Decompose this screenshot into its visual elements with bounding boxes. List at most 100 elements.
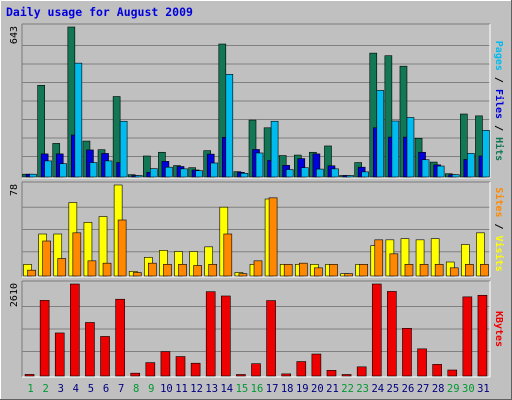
x-tick-label-day-18: 18 bbox=[281, 383, 294, 395]
bar-pages-day-31 bbox=[482, 130, 490, 178]
x-tick-label-day-22: 22 bbox=[341, 383, 354, 395]
bar-sites-day-31 bbox=[480, 264, 489, 277]
bar-sites-day-12 bbox=[193, 265, 202, 277]
bar-pages-day-1 bbox=[29, 173, 37, 178]
bar-kbytes-day-16 bbox=[251, 363, 261, 377]
x-tick-label-day-31: 31 bbox=[477, 383, 490, 395]
x-tick-label-day-14: 14 bbox=[220, 383, 233, 395]
x-tick-label-day-20: 20 bbox=[311, 383, 324, 395]
bar-sites-day-28 bbox=[434, 264, 444, 277]
bar-sites-day-22 bbox=[344, 273, 353, 277]
x-tick-label-day-16: 16 bbox=[251, 383, 264, 395]
bar-sites-day-7 bbox=[117, 219, 127, 277]
y-axis-label-part: / bbox=[493, 217, 504, 235]
bar-sites-day-9 bbox=[148, 262, 157, 277]
bar-pages-day-6 bbox=[104, 160, 113, 178]
bar-kbytes-day-12 bbox=[190, 362, 201, 377]
bar-kbytes-day-13 bbox=[205, 291, 216, 377]
series-sites bbox=[27, 197, 489, 277]
bar-sites-day-17 bbox=[268, 197, 278, 277]
bar-kbytes-day-18 bbox=[281, 373, 291, 377]
bar-kbytes-day-25 bbox=[387, 291, 397, 377]
bar-kbytes-day-22 bbox=[341, 374, 352, 377]
bar-kbytes-day-30 bbox=[462, 296, 473, 377]
chart-title: Daily usage for August 2009 bbox=[6, 5, 193, 19]
chart-panels: 643 Pages / Files / Hits 78 Sites / Visits 2… bbox=[9, 23, 505, 378]
x-tick-label-day-13: 13 bbox=[205, 383, 218, 395]
bar-pages-day-11 bbox=[180, 168, 188, 178]
y-axis-label-part: Files bbox=[493, 89, 505, 119]
bar-sites-day-24 bbox=[374, 239, 384, 277]
bar-pages-day-19 bbox=[300, 167, 309, 178]
bar-kbytes-day-27 bbox=[417, 348, 427, 377]
bar-sites-day-16 bbox=[253, 260, 263, 277]
bar-pages-day-4 bbox=[74, 62, 83, 178]
y-axis-label-part: Visits bbox=[493, 236, 505, 272]
bar-sites-day-20 bbox=[314, 267, 323, 277]
bar-pages-day-28 bbox=[436, 165, 445, 178]
x-tick-label-day-29: 29 bbox=[447, 383, 460, 395]
bar-kbytes-day-2 bbox=[39, 300, 50, 377]
y-axis-label: Sites / Visits bbox=[493, 187, 505, 271]
bar-kbytes-day-7 bbox=[115, 298, 125, 377]
bar-pages-day-27 bbox=[421, 159, 430, 178]
panel-visits: 78 Sites / Visits bbox=[9, 181, 505, 278]
bar-kbytes-day-21 bbox=[326, 370, 337, 377]
bar-sites-day-4 bbox=[72, 232, 82, 277]
bar-pages-day-17 bbox=[270, 120, 279, 178]
bar-kbytes-day-3 bbox=[54, 332, 65, 377]
bar-pages-day-25 bbox=[391, 120, 400, 178]
x-tick-label-day-8: 8 bbox=[133, 383, 139, 395]
x-tick-label-day-11: 11 bbox=[175, 383, 188, 395]
x-tick-label-day-27: 27 bbox=[417, 383, 430, 395]
bar-kbytes-day-15 bbox=[236, 374, 246, 377]
bar-pages-day-22 bbox=[346, 175, 354, 178]
x-tick-label-day-19: 19 bbox=[296, 383, 309, 395]
bar-pages-day-2 bbox=[44, 160, 52, 178]
x-tick-label-day-28: 28 bbox=[432, 383, 445, 395]
bar-sites-day-23 bbox=[359, 264, 368, 277]
y-axis-label: Pages / Files / Hits bbox=[493, 41, 505, 161]
x-tick-label-day-3: 3 bbox=[58, 383, 64, 395]
x-tick-label-day-17: 17 bbox=[266, 383, 279, 395]
bar-kbytes-day-10 bbox=[160, 351, 171, 377]
bar-kbytes-day-4 bbox=[70, 283, 80, 377]
panel-hits: 643 Pages / Files / Hits bbox=[9, 23, 505, 179]
x-tick-label-day-6: 6 bbox=[103, 383, 109, 395]
bar-sites-day-11 bbox=[178, 264, 187, 277]
bar-sites-day-14 bbox=[223, 233, 233, 277]
y-axis-label-part: KBytes bbox=[493, 311, 504, 347]
series-pages bbox=[29, 62, 490, 178]
y-axis-label-part: Hits bbox=[493, 137, 505, 161]
bar-kbytes-day-19 bbox=[296, 361, 307, 377]
bar-pages-day-24 bbox=[376, 90, 385, 178]
bar-sites-day-19 bbox=[298, 262, 308, 277]
bar-sites-day-8 bbox=[132, 272, 142, 277]
x-tick-label-day-30: 30 bbox=[462, 383, 475, 395]
bar-kbytes-day-9 bbox=[145, 362, 156, 377]
bar-sites-day-13 bbox=[208, 264, 218, 277]
x-tick-label-day-2: 2 bbox=[42, 383, 48, 395]
bar-kbytes-day-28 bbox=[432, 364, 442, 377]
y-axis-label-part: Pages bbox=[493, 41, 504, 71]
y-max-label: 643 bbox=[9, 26, 20, 44]
bar-kbytes-day-1 bbox=[24, 374, 35, 377]
bar-sites-day-10 bbox=[163, 264, 172, 277]
bar-pages-day-10 bbox=[165, 166, 173, 178]
y-max-label: 78 bbox=[9, 184, 20, 196]
bar-pages-day-12 bbox=[195, 170, 203, 178]
bar-kbytes-day-29 bbox=[447, 369, 458, 377]
y-axis-label-part: Sites bbox=[493, 187, 505, 217]
bar-sites-day-21 bbox=[329, 264, 338, 277]
bar-sites-day-27 bbox=[419, 264, 429, 277]
x-tick-label-day-1: 1 bbox=[27, 383, 33, 395]
bar-pages-day-16 bbox=[255, 152, 264, 178]
x-tick-label-day-7: 7 bbox=[118, 383, 124, 395]
bar-kbytes-day-31 bbox=[477, 294, 488, 377]
y-axis-label: KBytes bbox=[493, 311, 504, 347]
bar-sites-day-15 bbox=[238, 273, 248, 277]
x-tick-label-day-26: 26 bbox=[402, 383, 415, 395]
series-kbytes bbox=[24, 283, 488, 377]
x-tick-label-day-9: 9 bbox=[148, 383, 154, 395]
